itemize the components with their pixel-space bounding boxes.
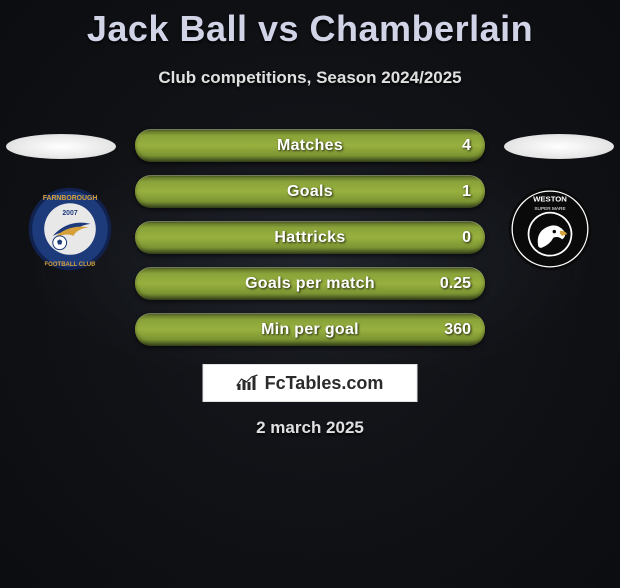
club-left-crest: FARNBOROUGH FOOTBALL CLUB 2007 — [24, 186, 116, 272]
stat-label: Hattricks — [274, 229, 345, 247]
stat-right-value: 4 — [462, 137, 471, 155]
stat-row-goals: Goals 1 — [135, 175, 485, 208]
stat-label: Matches — [277, 137, 343, 155]
svg-text:FOOTBALL CLUB: FOOTBALL CLUB — [44, 262, 96, 268]
svg-text:FARNBOROUGH: FARNBOROUGH — [43, 195, 98, 202]
svg-text:WESTON: WESTON — [533, 194, 567, 203]
comparison-date: 2 march 2025 — [0, 418, 620, 438]
stats-container: Matches 4 Goals 1 Hattricks 0 Goals per … — [135, 129, 485, 359]
stat-right-value: 360 — [444, 321, 471, 339]
stat-right-value: 1 — [462, 183, 471, 201]
player-right-avatar-slot — [504, 134, 614, 159]
svg-text:SUPER MARE: SUPER MARE — [534, 206, 565, 212]
comparison-subtitle: Club competitions, Season 2024/2025 — [0, 68, 620, 88]
stat-label: Goals per match — [245, 275, 375, 293]
brand-text: FcTables.com — [265, 373, 384, 394]
svg-text:2007: 2007 — [62, 210, 77, 217]
stat-row-matches: Matches 4 — [135, 129, 485, 162]
bar-chart-icon — [237, 374, 259, 392]
stat-row-min-per-goal: Min per goal 360 — [135, 313, 485, 346]
player-left-avatar-slot — [6, 134, 116, 159]
brand-badge: FcTables.com — [203, 364, 418, 402]
stat-right-value: 0.25 — [440, 275, 471, 293]
club-right-crest: WESTON SUPER MARE — [504, 186, 596, 272]
stat-row-hattricks: Hattricks 0 — [135, 221, 485, 254]
stat-label: Goals — [287, 183, 333, 201]
stat-label: Min per goal — [261, 321, 359, 339]
stat-right-value: 0 — [462, 229, 471, 247]
stat-row-goals-per-match: Goals per match 0.25 — [135, 267, 485, 300]
comparison-title: Jack Ball vs Chamberlain — [0, 8, 620, 50]
